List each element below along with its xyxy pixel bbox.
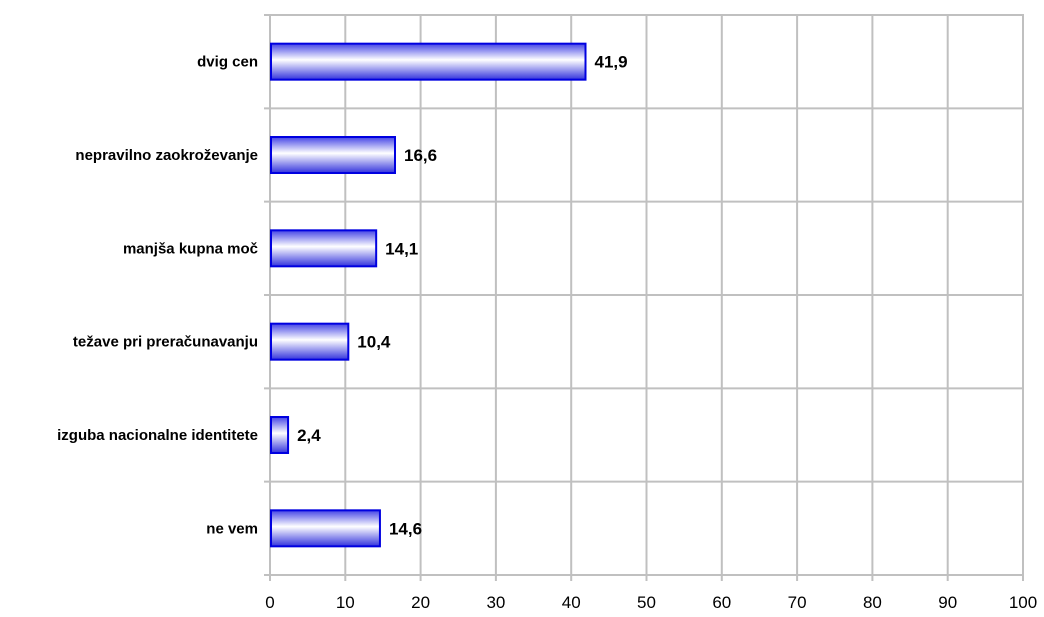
x-axis-tick-labels: 0 10 20 30 40 50 60 70 80 90 100 [265,593,1037,612]
bar [270,136,396,174]
x-tick-label: 60 [712,593,731,612]
bars [270,42,587,548]
bar [270,322,350,361]
x-tick-label: 10 [336,593,355,612]
category-labels: dvig cen nepravilno zaokroževanje manjša k… [57,54,258,538]
x-tick-label: 0 [265,593,274,612]
data-label: 2,4 [297,426,321,445]
x-tick-label: 70 [788,593,807,612]
data-label: 14,6 [389,519,422,538]
category-label: nepravilno zaokroževanje [75,147,258,164]
data-label: 10,4 [357,333,391,352]
x-tick-label: 80 [863,593,882,612]
x-tick-label: 40 [562,593,581,612]
grid [264,14,1024,581]
x-tick-label: 20 [411,593,430,612]
data-label: 16,6 [404,146,437,165]
bar [270,229,378,268]
category-label: izguba nacionalne identitete [57,427,258,444]
category-label: manjša kupna moč [123,240,258,257]
x-tick-label: 50 [637,593,656,612]
data-label: 14,1 [385,239,418,258]
x-tick-label: 30 [486,593,505,612]
bar [270,509,381,548]
x-tick-label: 100 [1009,593,1037,612]
category-label: ne vem [206,520,258,537]
x-tick-label: 90 [938,593,957,612]
category-label: dvig cen [197,54,258,71]
data-label: 41,9 [595,53,628,72]
bar [270,42,587,81]
data-labels: 41,9 16,6 14,1 10,4 2,4 14,6 [297,53,628,539]
category-label: težave pri preračunavanju [73,334,258,351]
bar [270,416,290,454]
